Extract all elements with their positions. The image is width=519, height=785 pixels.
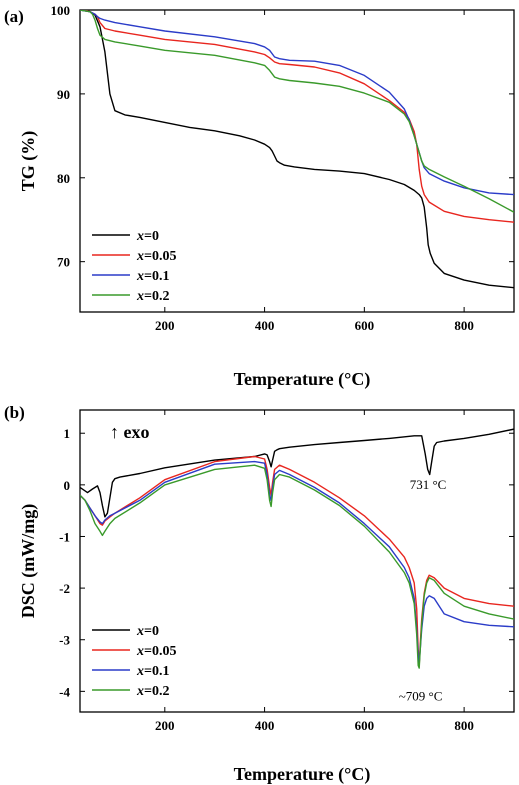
legend-label: x=0 <box>136 229 159 244</box>
legend-label: x=0.2 <box>136 684 169 699</box>
y-tick-label: -3 <box>59 633 70 648</box>
series-line-x-0 <box>80 10 514 289</box>
plot-frame <box>79 409 515 713</box>
series-line-x-0-1 <box>80 460 514 664</box>
plot-frame <box>79 9 515 313</box>
panel-b-dsc-chart: (b) 200 400 600 800 -4 -3 -2 -1 0 1 Temperature (°C… <box>4 403 515 785</box>
legend-label: x=0.05 <box>136 644 176 659</box>
legend-label: x=0.05 <box>136 249 176 264</box>
legend-label: x=0 <box>136 624 159 639</box>
series-line-x-0-2 <box>80 464 514 669</box>
series-line-x-0-2 <box>80 10 514 213</box>
panel-a-tg-chart: (a) 200 400 600 800 70 80 90 100 Temperature (°C)… <box>4 3 515 390</box>
series-line-x-0 <box>80 428 514 518</box>
y-tick-label: -2 <box>59 581 70 596</box>
y-tick-label: 1 <box>64 426 71 441</box>
y-tick-label: -1 <box>59 529 70 544</box>
y-tick-label: 80 <box>57 171 70 186</box>
legend-label: x=0.1 <box>136 269 169 284</box>
x-tick-label: 400 <box>255 718 275 733</box>
legend-label: x=0.1 <box>136 664 169 679</box>
panel-letter: (b) <box>4 403 25 422</box>
x-tick-label: 400 <box>255 318 275 333</box>
x-axis-title: Temperature (°C) <box>234 764 371 785</box>
panel-letter: (a) <box>4 7 24 26</box>
y-tick-label: -4 <box>59 684 70 699</box>
series-line-x-0-1 <box>80 10 514 196</box>
x-tick-label: 200 <box>155 718 175 733</box>
exo-annotation: ↑ exo <box>110 422 150 442</box>
legend-label: x=0.2 <box>136 289 169 304</box>
x-tick-label: 800 <box>454 718 474 733</box>
x-axis-title: Temperature (°C) <box>234 369 371 390</box>
peak-annotation: 731 °C <box>410 477 447 492</box>
y-tick-label: 0 <box>64 478 71 493</box>
series-line-x-0-05 <box>80 10 514 223</box>
y-tick-label: 70 <box>57 255 70 270</box>
y-tick-label: 90 <box>57 87 70 102</box>
y-axis-title: TG (%) <box>18 131 39 192</box>
y-tick-label: 100 <box>51 3 71 18</box>
x-tick-label: 800 <box>454 318 474 333</box>
x-tick-label: 600 <box>355 718 375 733</box>
x-tick-label: 200 <box>155 318 175 333</box>
x-tick-label: 600 <box>355 318 375 333</box>
peak-annotation: ~709 °C <box>399 689 443 704</box>
y-axis-title: DSC (mW/mg) <box>18 504 39 619</box>
